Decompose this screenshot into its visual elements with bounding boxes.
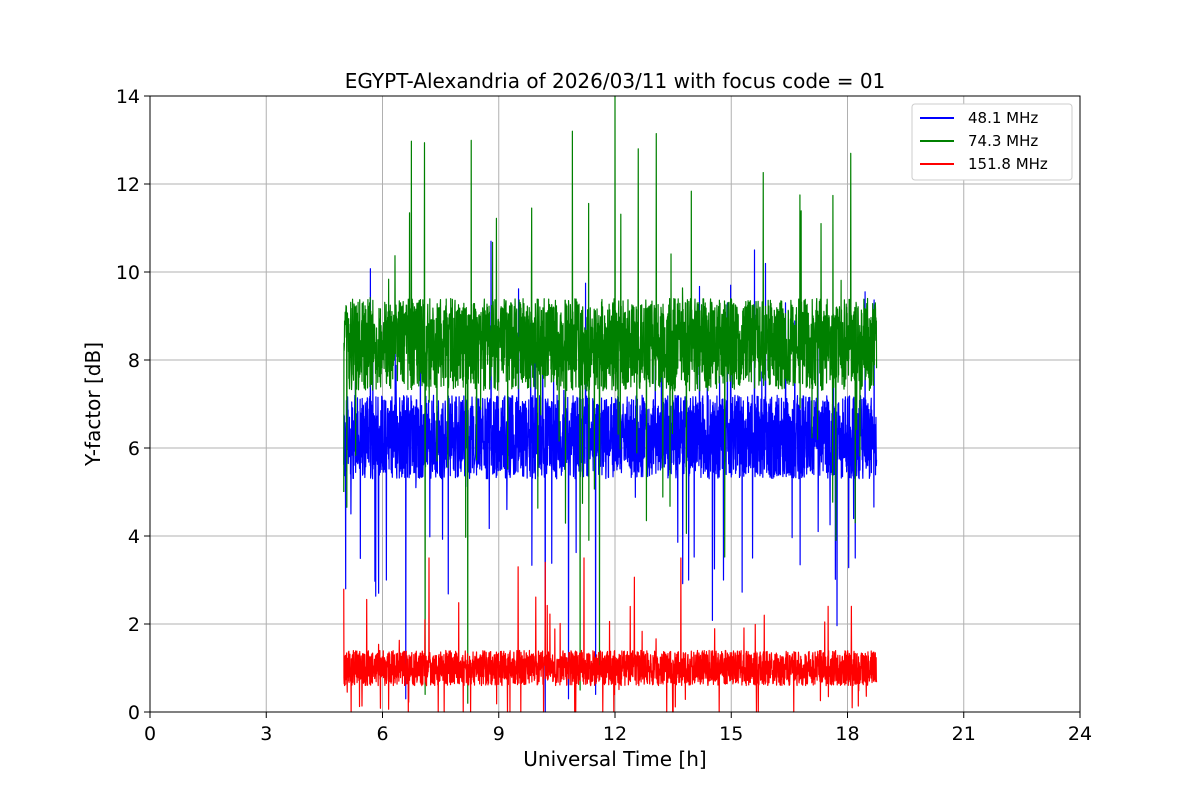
y-tick-label: 14 <box>116 86 140 108</box>
x-tick-label: 21 <box>952 723 976 745</box>
x-tick-label: 0 <box>144 723 156 745</box>
y-tick-label: 12 <box>116 174 140 196</box>
series-line-1 <box>343 95 878 704</box>
chart-title: EGYPT-Alexandria of 2026/03/11 with focu… <box>345 69 886 93</box>
x-tick-label: 9 <box>493 723 505 745</box>
y-tick-label: 2 <box>128 614 140 636</box>
legend-label-2: 151.8 MHz <box>968 155 1048 173</box>
y-tick-label: 4 <box>128 526 140 548</box>
legend-box <box>911 103 1073 181</box>
x-tick-label: 6 <box>376 723 388 745</box>
x-tick-label: 3 <box>260 723 272 745</box>
legend-label-1: 74.3 MHz <box>968 132 1038 150</box>
series-line-2 <box>343 557 878 713</box>
series-lines <box>343 95 878 713</box>
x-axis-ticks: 0 3 6 9 12 15 18 21 24 <box>144 712 1092 745</box>
x-tick-label: 15 <box>719 723 743 745</box>
legend-label-0: 48.1 MHz <box>968 109 1038 127</box>
y-tick-label: 6 <box>128 438 140 460</box>
x-tick-label: 12 <box>603 723 627 745</box>
y-axis-label: Y-factor [dB] <box>81 342 105 467</box>
series-line-0 <box>343 240 878 713</box>
x-tick-label: 24 <box>1068 723 1092 745</box>
y-tick-label: 10 <box>116 262 140 284</box>
y-axis-ticks: 0 2 4 6 8 10 12 14 <box>116 86 150 724</box>
x-tick-label: 18 <box>835 723 859 745</box>
x-axis-label: Universal Time [h] <box>523 747 706 771</box>
y-tick-label: 8 <box>128 350 140 372</box>
legend: 48.1 MHz 74.3 MHz 151.8 MHz <box>911 103 1073 181</box>
y-tick-label: 0 <box>128 702 140 724</box>
